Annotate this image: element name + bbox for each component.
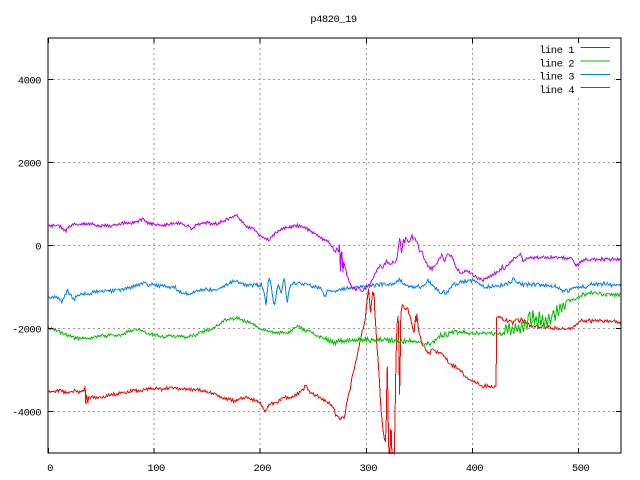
svg-text:0: 0	[47, 463, 53, 475]
svg-text:line 1: line 1	[539, 45, 574, 57]
svg-text:line 3: line 3	[539, 72, 574, 84]
svg-text:-2000: -2000	[12, 325, 41, 337]
svg-text:500: 500	[572, 463, 590, 475]
svg-text:-4000: -4000	[12, 408, 41, 420]
svg-text:300: 300	[360, 463, 378, 475]
svg-text:400: 400	[466, 463, 484, 475]
svg-text:200: 200	[253, 463, 271, 475]
svg-text:2000: 2000	[18, 159, 41, 171]
svg-text:line 4: line 4	[539, 85, 574, 97]
svg-text:0: 0	[35, 242, 41, 254]
svg-text:line 2: line 2	[539, 58, 574, 70]
svg-text:4000: 4000	[18, 76, 41, 88]
svg-text:p4820_19: p4820_19	[310, 14, 357, 26]
svg-text:100: 100	[147, 463, 165, 475]
